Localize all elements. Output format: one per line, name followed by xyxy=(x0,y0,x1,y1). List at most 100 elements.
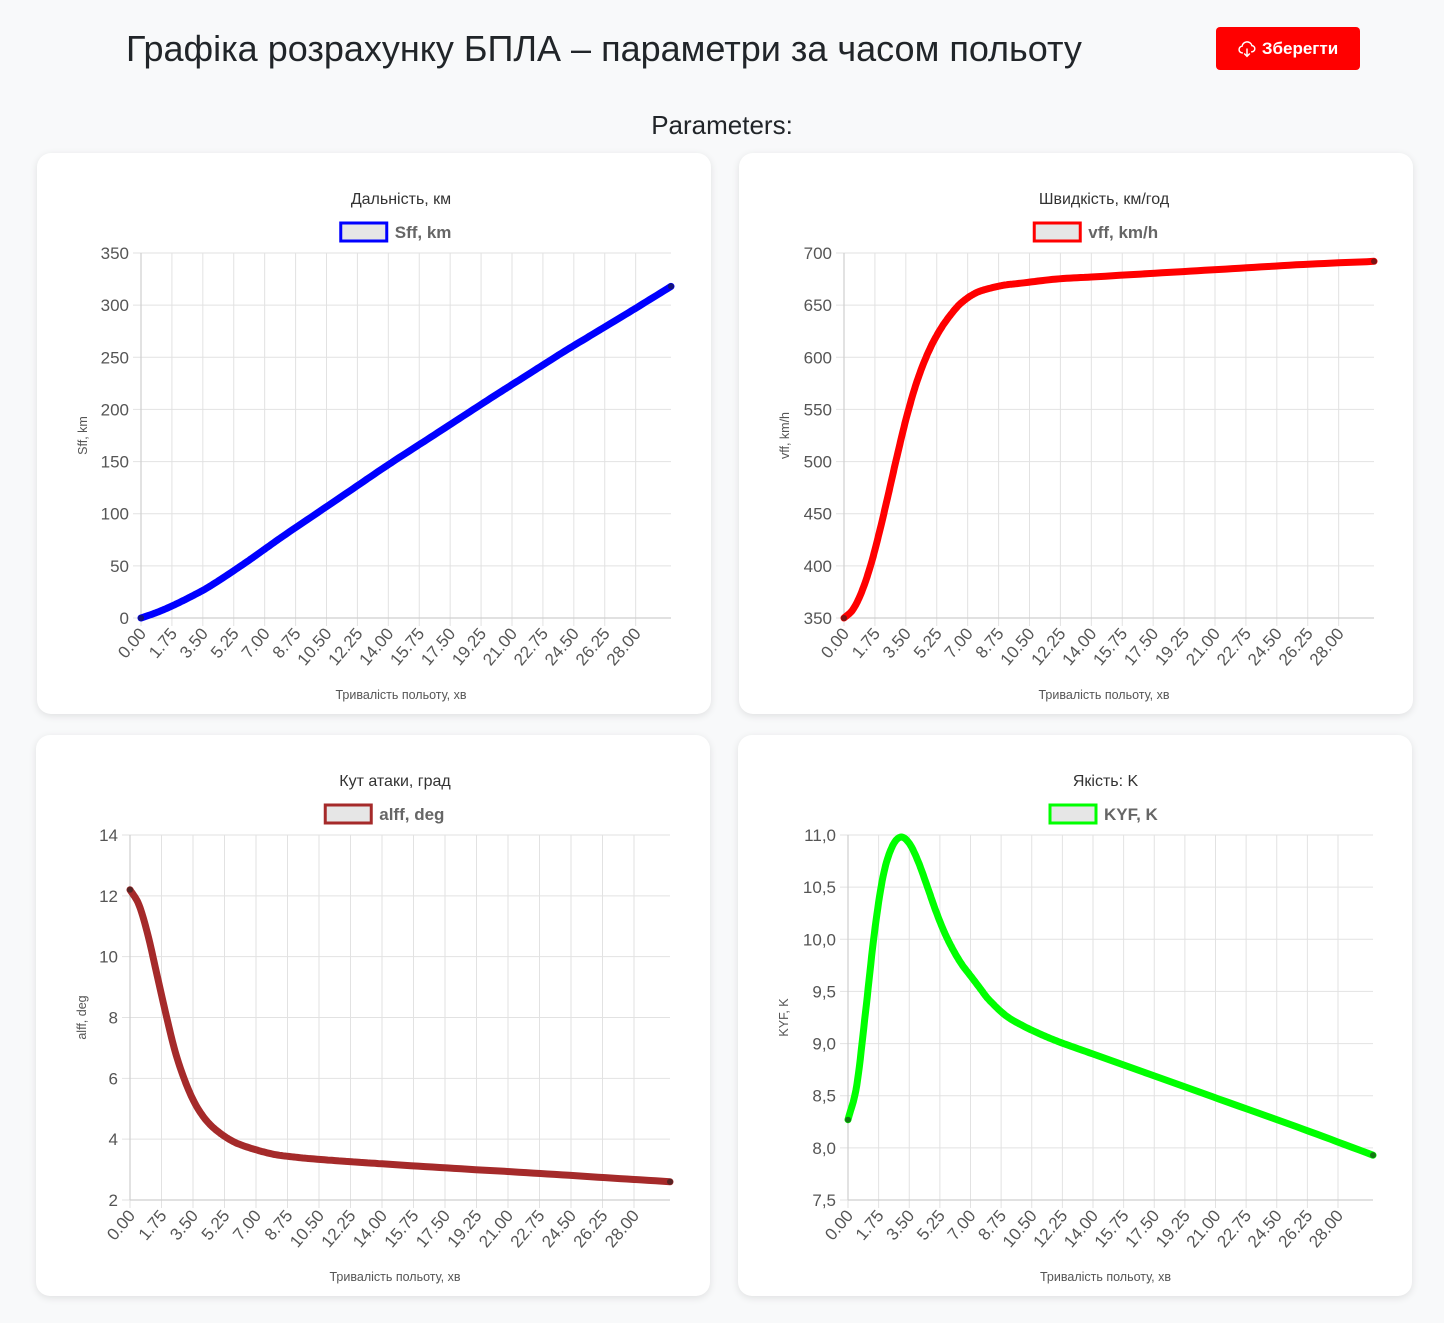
x-axis-label: Тривалість польоту, хв xyxy=(1039,688,1170,702)
x-tick-label: 1.75 xyxy=(145,624,181,662)
data-point xyxy=(243,558,251,565)
data-point xyxy=(135,901,143,909)
x-tick-label: 15.75 xyxy=(1089,624,1131,669)
x-tick-label: 21.00 xyxy=(479,624,521,669)
series-end-marker xyxy=(1370,1152,1376,1159)
y-tick-label: 650 xyxy=(804,296,832,315)
y-tick-label: 400 xyxy=(804,557,832,576)
data-point xyxy=(173,600,180,608)
chart-svg: Швидкість, км/год vff, km/h 350 400 450 500 55… xyxy=(778,191,1378,702)
data-point xyxy=(876,529,883,536)
data-point xyxy=(1088,273,1095,281)
chart-title: Швидкість, км/год xyxy=(1039,191,1170,208)
x-tick-label: 7.00 xyxy=(941,624,977,662)
series-start-marker xyxy=(138,615,144,621)
x-tick-label: 5.25 xyxy=(913,1206,949,1244)
y-tick-label: 100 xyxy=(101,505,129,524)
data-point xyxy=(1017,280,1024,287)
data-point xyxy=(190,591,198,599)
data-point xyxy=(906,840,913,847)
data-point xyxy=(385,461,392,468)
x-tick-label: 5.25 xyxy=(910,624,946,662)
x-tick-label: 26.25 xyxy=(570,1206,612,1251)
header: Графіка розрахунку БПЛА – параметри за ч… xyxy=(0,0,1444,100)
y-tick-label: 450 xyxy=(804,505,832,524)
x-tick-label: 10.50 xyxy=(286,1206,328,1251)
data-point xyxy=(225,1135,233,1143)
data-point xyxy=(1019,1022,1027,1030)
chart-card-quality: Якість: K KYF, K 7,5 8,0 8,5 9,0 9,5 10,0 10,5 11… xyxy=(738,735,1412,1296)
x-tick-label: 14.00 xyxy=(349,1206,391,1251)
y-tick-label: 300 xyxy=(101,296,129,315)
y-tick-label: 350 xyxy=(804,609,832,628)
data-point xyxy=(153,971,161,979)
data-point xyxy=(1229,1100,1237,1108)
data-point xyxy=(964,294,971,302)
data-point xyxy=(314,509,321,516)
x-tick-label: 5.25 xyxy=(198,1206,234,1244)
legend-swatch xyxy=(1048,803,1098,825)
data-point xyxy=(932,906,939,914)
data-point xyxy=(306,1155,314,1162)
cloud-download-icon xyxy=(1238,40,1256,57)
data-point xyxy=(252,1146,260,1154)
data-point xyxy=(984,995,992,1002)
x-tick-label: 28.00 xyxy=(1306,624,1348,669)
x-tick-label: 19.25 xyxy=(448,624,490,669)
y-tick-label: 12 xyxy=(99,887,118,906)
x-tick-label: 1.75 xyxy=(848,624,884,662)
chart-card-speed: Швидкість, км/год vff, km/h 350 400 450 500 55… xyxy=(739,153,1413,714)
y-tick-label: 4 xyxy=(109,1130,118,1149)
y-tick-label: 600 xyxy=(804,348,832,367)
data-point xyxy=(862,1009,869,1016)
y-tick-label: 9,5 xyxy=(812,982,836,1001)
data-point xyxy=(526,370,533,377)
x-tick-label: 12.25 xyxy=(318,1206,360,1251)
x-tick-label: 17.50 xyxy=(1120,624,1162,669)
series-line xyxy=(126,886,674,1186)
data-point xyxy=(349,485,357,492)
data-point xyxy=(144,932,152,939)
y-tick-label: 350 xyxy=(101,244,129,263)
data-point xyxy=(1159,1075,1167,1083)
data-point xyxy=(234,1140,242,1147)
x-tick-label: 0.00 xyxy=(821,1206,857,1244)
y-tick-label: 10,5 xyxy=(803,878,836,897)
save-button-label: Зберегти xyxy=(1261,38,1339,58)
x-tick-label: 3.50 xyxy=(882,1206,918,1244)
y-tick-label: 0 xyxy=(120,609,129,628)
x-tick-label: 12.25 xyxy=(325,624,367,669)
data-point xyxy=(522,1169,530,1176)
x-tick-label: 26.25 xyxy=(1275,624,1317,669)
data-point xyxy=(632,305,639,312)
data-point xyxy=(1002,1012,1009,1019)
data-point xyxy=(955,301,963,309)
save-button[interactable]: Зберегти xyxy=(1216,27,1360,70)
x-tick-label: 10.50 xyxy=(294,624,336,669)
series-start-marker xyxy=(845,1116,851,1123)
data-point xyxy=(946,312,954,319)
data-point xyxy=(911,385,918,392)
y-tick-label: 700 xyxy=(804,244,832,263)
data-point xyxy=(180,1075,188,1082)
data-point xyxy=(207,1122,215,1129)
x-tick-label: 15.75 xyxy=(1091,1206,1133,1251)
x-tick-label: 22.75 xyxy=(510,624,552,669)
x-axis-label: Тривалість польоту, хв xyxy=(330,1270,461,1284)
x-tick-label: 24.50 xyxy=(1244,624,1286,669)
data-point xyxy=(261,545,268,553)
data-point xyxy=(1158,269,1166,277)
y-tick-label: 7,5 xyxy=(812,1191,836,1210)
x-tick-label: 24.50 xyxy=(1244,1206,1286,1251)
data-point xyxy=(450,1165,458,1172)
data-point xyxy=(967,972,974,979)
x-tick-label: 19.25 xyxy=(1152,1206,1194,1251)
y-tick-label: 8 xyxy=(109,1009,118,1028)
x-tick-label: 5.25 xyxy=(207,624,243,662)
data-point xyxy=(929,340,936,347)
chart-title: Дальність, км xyxy=(351,191,451,208)
x-tick-label: 17.50 xyxy=(417,624,459,669)
legend: KYF, K xyxy=(1048,803,1159,825)
data-point xyxy=(893,453,901,460)
y-tick-label: 550 xyxy=(804,400,832,419)
